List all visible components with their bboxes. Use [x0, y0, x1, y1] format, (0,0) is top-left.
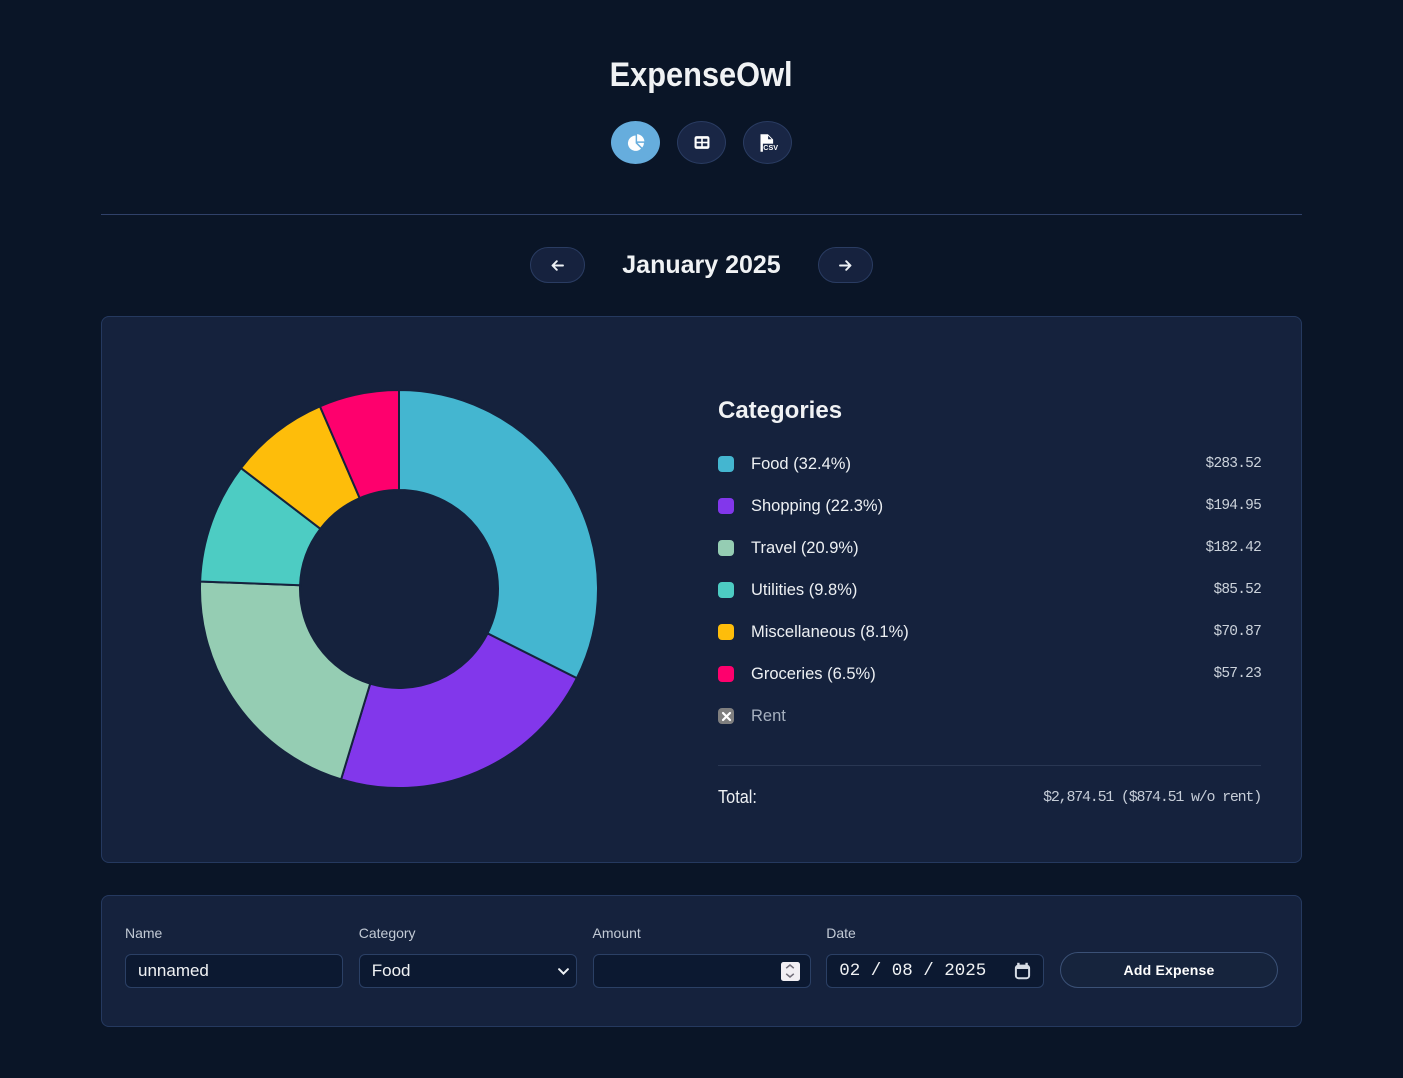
svg-text:CSV: CSV [763, 143, 778, 152]
